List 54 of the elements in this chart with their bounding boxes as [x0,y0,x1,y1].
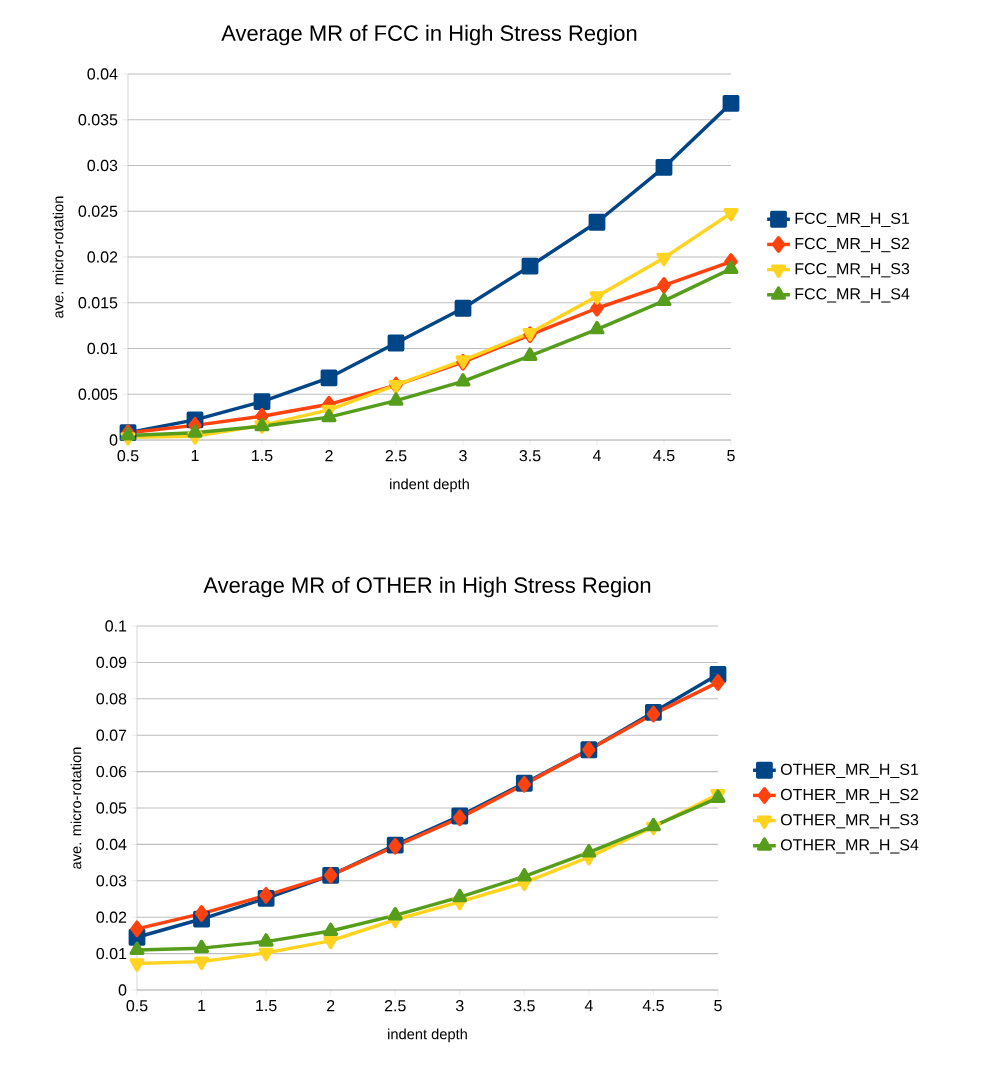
x-tick-label: 4.5 [642,1000,664,1012]
x-tick-label: 3 [455,1000,464,1012]
x-tick-label: 5 [727,450,735,462]
legend-label: FCC_MR_H_S3 [795,263,910,278]
x-tick-label: 2 [325,450,333,462]
y-tick-label: 0.01 [87,342,118,355]
y-axis-title: ave. micro-rotation [70,747,82,869]
legend-label: OTHER_MR_H_S2 [780,788,919,804]
y-axis-title: ave. micro-rotation [52,196,64,318]
x-tick-label: 0.5 [126,1000,148,1012]
y-tick-label: 0.04 [96,838,127,851]
x-tick-label: 0.5 [117,450,139,462]
y-tick-label: 0.05 [96,802,127,814]
x-tick-label: 1 [198,1000,206,1012]
y-tick-label: 0.03 [96,875,127,887]
y-tick-label: 0.005 [78,388,118,400]
y-tick-label: 0.09 [96,656,127,669]
x-tick-label: 3 [459,450,467,462]
y-tick-label: 0.06 [96,765,127,778]
x-tick-label: 3.5 [513,1000,535,1012]
legend-label: FCC_MR_H_S1 [795,212,910,228]
x-tick-label: 4.5 [653,450,675,462]
legend-label: OTHER_MR_H_S4 [780,839,919,854]
y-tick-label: 0.01 [96,947,127,960]
legend-label: FCC_MR_H_S4 [795,288,910,303]
chart-title: Average MR of FCC in High Stress Region [221,24,637,46]
y-tick-label: 0.07 [96,729,127,741]
x-tick-label: 5 [714,1000,722,1012]
x-tick-label: 1 [191,450,199,462]
x-tick-label: 4 [584,1000,593,1012]
legend-label: OTHER_MR_H_S1 [780,763,919,779]
legend-label: FCC_MR_H_S2 [795,237,910,253]
y-tick-label: 0.02 [96,911,127,923]
x-axis-title: indent depth [390,478,469,493]
y-tick-label: 0.025 [78,205,118,217]
x-axis-title: indent depth [388,1028,467,1043]
y-tick-label: 0.035 [78,114,118,126]
y-tick-label: 0.03 [87,159,118,172]
chart-title: Average MR of OTHER in High Stress Region [203,576,651,598]
y-tick-label: 0 [118,984,127,996]
y-tick-label: 0.02 [87,251,118,263]
y-tick-label: 0.04 [87,68,118,80]
y-tick-label: 0.1 [105,620,127,632]
x-tick-label: 2 [327,1000,335,1012]
x-tick-label: 3.5 [519,450,541,462]
x-tick-label: 2.5 [384,1000,406,1012]
y-tick-label: 0.015 [78,297,118,309]
y-tick-label: 0 [109,434,118,446]
x-tick-label: 4 [592,450,601,462]
x-tick-label: 1.5 [256,1000,277,1012]
legend-label: OTHER_MR_H_S3 [780,814,919,829]
x-tick-label: 2.5 [385,450,407,462]
y-tick-label: 0.08 [96,693,127,705]
x-tick-label: 1.5 [252,450,273,462]
